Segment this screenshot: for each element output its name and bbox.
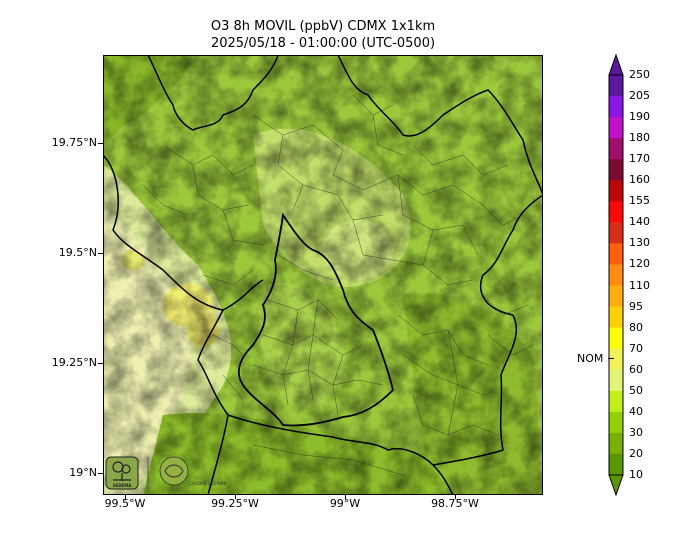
state-boundary-east-inner [432,314,518,466]
state-boundary-northeast [442,89,543,196]
colorbar-segment [609,453,623,476]
nom-label: NOM [577,352,604,365]
secondary-logo: CALIDAD DEL AIRE [159,456,227,486]
lon-label: 99.25°W [211,497,259,510]
colorbar-segment [609,159,623,181]
lon-tick [125,495,126,499]
colorbar-label: 180 [629,131,650,145]
state-boundary-east [479,194,543,316]
colorbar-segment [609,432,623,455]
lon-label: 99°W [329,497,361,510]
colorbar-arrow-bottom [608,474,624,497]
colorbar-label: 155 [629,194,650,208]
colorbar-label: 140 [629,215,650,229]
colorbar-label: 50 [629,383,643,397]
colorbar-segment [609,243,623,265]
lat-label: 19°N [69,466,97,479]
colorbar-label: 160 [629,173,650,187]
colorbar-segment [609,369,623,392]
colorbar-label: 190 [629,110,650,124]
colorbar-segment [609,348,623,371]
lon-tick [235,495,236,499]
colorbar-svg [608,53,624,497]
colorbar-segment [609,411,623,434]
lat-label: 19.75°N [51,136,97,149]
colorbar-label: 10 [629,468,643,481]
lon-tick [455,495,456,499]
colorbar-label: 170 [629,152,650,166]
colorbar-segment [609,75,623,97]
municipal-boundaries [142,94,534,476]
map-title-line1: O3 8h MOVIL (ppbV) CDMX 1x1km [210,19,436,34]
state-boundary-west [103,154,264,311]
lat-tick [98,363,103,364]
lon-label: 98.75°W [431,497,479,510]
lon-label: 99.5°W [104,497,146,510]
colorbar-segment [609,306,623,329]
colorbar-label: 70 [629,341,643,355]
colorbar-label: 60 [629,362,643,376]
colorbar-arrow-top [608,53,624,76]
lat-tick [98,253,103,254]
colorbar-segment [609,138,623,160]
colorbar-label: 205 [629,89,650,103]
colorbar-label: 120 [629,257,650,271]
colorbar-segment [609,327,623,350]
state-boundary-south [227,414,454,495]
state-boundary-southwest [197,309,229,495]
lon-tick [345,495,346,499]
colorbar-segment [609,285,623,308]
colorbar-segment [609,264,623,287]
colorbar-segment [609,390,623,413]
map-area: SEDEMA CALIDAD DEL AIRE [103,55,543,495]
map-title-line2: 2025/05/18 - 01:00:00 (UTC-0500) [210,36,436,51]
map-border [103,55,543,495]
colorbar-label: 80 [629,320,643,334]
colorbar-label: 130 [629,236,650,250]
cdmx-boundary [238,212,394,427]
lat-label: 19.25°N [51,356,97,369]
colorbar-segment [609,180,623,202]
lat-label: 19.5°N [58,246,97,259]
colorbar-label: 110 [629,278,650,292]
sedema-logo-text: SEDEMA [113,483,133,488]
sedema-logo: SEDEMA [105,456,139,490]
nom-tick [608,358,614,359]
colorbar-label: 250 [629,68,650,81]
colorbar-segment [609,96,623,118]
lat-tick [98,473,103,474]
lat-tick [98,143,103,144]
colorbar-label: 40 [629,404,643,418]
colorbar-frame [608,74,624,476]
state-boundary-north [337,55,444,137]
colorbar-segment [609,222,623,244]
colorbar-label: 95 [629,299,643,313]
colorbar-label: 30 [629,425,643,439]
colorbar-segment [609,201,623,223]
map-svg: SEDEMA CALIDAD DEL AIRE [103,55,543,495]
colorbar-label: 20 [629,446,643,460]
colorbar [606,53,626,497]
state-boundary-northwest [147,55,279,131]
colorbar-segment [609,117,623,139]
secondary-logo-text: CALIDAD DEL AIRE [189,481,227,486]
